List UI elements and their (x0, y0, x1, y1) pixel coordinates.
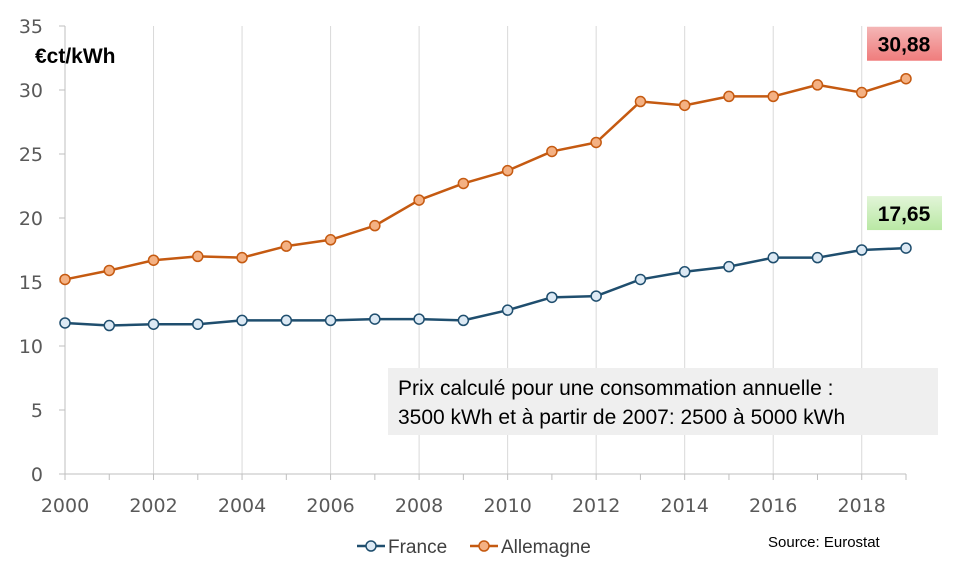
point-allemagne-2014 (678, 99, 691, 112)
legend-label-allemagne: Allemagne (501, 537, 591, 558)
x-tick-label-2016: 2016 (749, 495, 797, 517)
point-allemagne-2010 (501, 164, 514, 177)
point-france-2018 (855, 244, 868, 256)
point-allemagne-2019 (900, 72, 912, 85)
y-axis-label: €ct/kWh (35, 45, 116, 68)
point-france-2001 (103, 319, 116, 332)
legend: France Allemagne (357, 537, 591, 558)
point-france-2016 (767, 251, 779, 264)
allemagne-last-value-box (867, 26, 942, 61)
point-allemagne-2001 (103, 264, 116, 277)
point-allemagne-2015 (723, 90, 735, 103)
point-france-2012 (590, 290, 602, 302)
point-allemagne-2005 (280, 240, 293, 252)
note-line-1: Prix calculé pour une consommation annue… (398, 377, 833, 400)
point-france-2013 (634, 273, 647, 286)
point-allemagne-2002 (147, 254, 160, 266)
point-allemagne-2011 (546, 145, 558, 158)
x-tick-label-2000: 2000 (41, 495, 89, 517)
axes (64, 26, 906, 475)
point-france-2003 (192, 318, 204, 330)
point-allemagne-2012 (590, 136, 602, 149)
point-allemagne-2009 (457, 177, 470, 190)
point-allemagne-2007 (369, 219, 381, 232)
y-tick-label-5: 5 (31, 400, 43, 422)
x-tick-label-2010: 2010 (483, 495, 531, 517)
y-axis-ticks: 0 5 10 15 20 25 30 35 (19, 16, 65, 486)
y-tick-label-35: 35 (19, 16, 43, 38)
point-allemagne-2013 (634, 95, 647, 108)
source-label: Source: Eurostat (768, 534, 881, 551)
series-line-allemagne (64, 77, 907, 281)
y-tick-label-25: 25 (19, 144, 43, 166)
x-tick-label-2006: 2006 (306, 495, 354, 517)
x-tick-label-2018: 2018 (838, 495, 886, 517)
point-france-2019 (900, 242, 912, 254)
note-line-2: 3500 kWh et à partir de 2007: 2500 à 500… (398, 406, 845, 429)
point-france-2005 (280, 314, 293, 327)
legend-label-france: France (388, 537, 447, 558)
series-group (59, 72, 912, 332)
x-tick-label-2008: 2008 (395, 495, 443, 517)
point-allemagne-2004 (236, 251, 248, 264)
note-box (388, 368, 938, 435)
point-france-2009 (457, 314, 470, 327)
legend-marker-france (365, 540, 377, 552)
y-tick-label-10: 10 (19, 336, 43, 358)
point-france-2006 (324, 314, 337, 327)
point-allemagne-2003 (192, 250, 204, 263)
point-france-2010 (501, 304, 514, 316)
point-allemagne-2016 (767, 90, 779, 103)
x-tick-label-2012: 2012 (572, 495, 620, 517)
x-tick-label-2004: 2004 (218, 495, 266, 517)
point-allemagne-2008 (413, 194, 425, 206)
allemagne-last-value: 30,88 (878, 34, 931, 57)
point-france-2014 (678, 266, 691, 278)
point-allemagne-2018 (855, 86, 868, 99)
legend-marker-allemagne (478, 540, 490, 552)
y-tick-label-15: 15 (19, 272, 43, 294)
y-tick-label-0: 0 (31, 464, 43, 486)
y-tick-label-30: 30 (19, 80, 43, 102)
point-france-2007 (369, 313, 381, 325)
point-france-2008 (413, 313, 425, 325)
series-line-france (64, 246, 907, 327)
point-france-2017 (811, 251, 824, 264)
point-france-2011 (546, 291, 558, 304)
point-allemagne-2006 (324, 234, 337, 246)
point-france-2015 (723, 260, 735, 273)
x-tick-label-2002: 2002 (129, 495, 177, 517)
point-france-2004 (236, 314, 248, 327)
france-last-value: 17,65 (878, 203, 931, 226)
x-tick-label-2014: 2014 (661, 495, 709, 517)
point-france-2000 (59, 317, 71, 329)
x-axis-ticks: 2000 2002 2004 2006 2008 2010 2012 2014 2016 2018 (41, 474, 907, 517)
point-allemagne-2000 (59, 273, 71, 286)
france-last-value-box (867, 196, 942, 231)
point-france-2002 (147, 318, 160, 330)
y-tick-label-20: 20 (19, 208, 43, 230)
point-allemagne-2017 (811, 79, 824, 91)
